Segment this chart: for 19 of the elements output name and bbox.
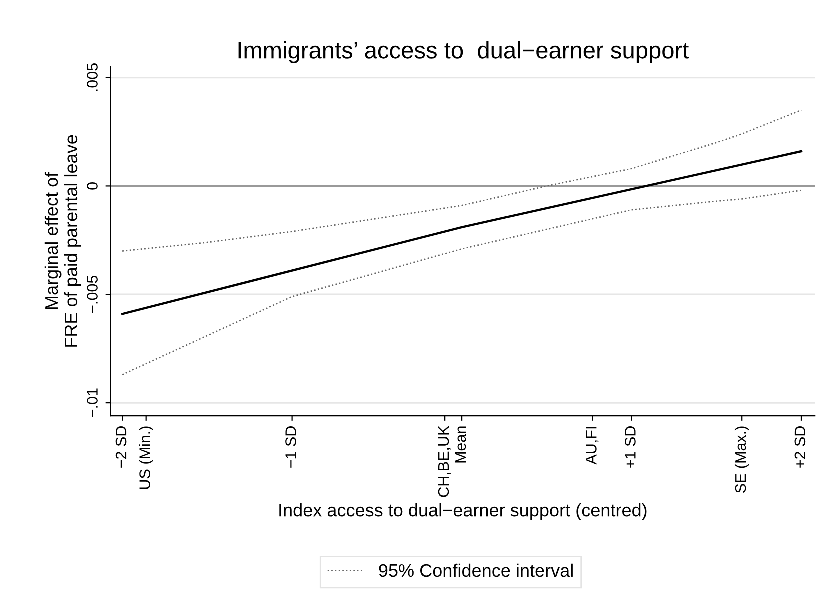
x-tick-label: −2 SD: [116, 426, 127, 468]
x-tick-label: Mean: [455, 426, 466, 463]
x-tick-label: US (Min.): [139, 426, 154, 490]
y-tick-label: .005: [87, 64, 98, 92]
y-tick-label: −.01: [87, 388, 98, 418]
x-tick-label: AU,FI: [586, 427, 599, 465]
x-tick-label: −1 SD: [286, 426, 296, 468]
chart-title: Immigrants’ access to dual−earner support: [238, 41, 689, 64]
line-series: [122, 190, 802, 376]
x-axis-title: Index access to dual−earner support (centred): [280, 504, 647, 520]
y-tick-label: −.005: [87, 276, 98, 314]
x-tick-label: SE (Max.): [734, 426, 750, 494]
x-tick-label: CH,BE,UK: [438, 426, 451, 498]
y-tick-label: 0: [87, 182, 98, 190]
x-tick-label: +1 SD: [625, 426, 636, 468]
x-tick-label: +2 SD: [794, 426, 806, 468]
y-axis-title: Marginal effect of FRE of paid parental leave: [44, 135, 82, 347]
legend-label: 95% Confidence interval: [379, 564, 573, 578]
line-series: [122, 110, 802, 252]
